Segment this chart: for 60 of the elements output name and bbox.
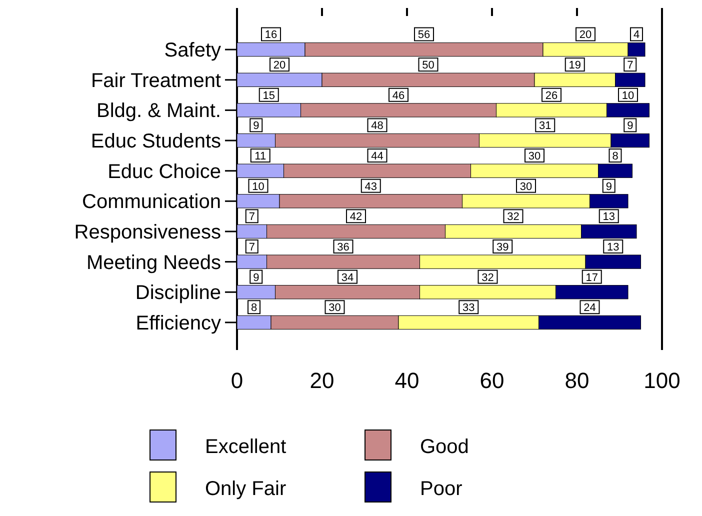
x-tick-label: 60 xyxy=(480,368,504,393)
data-label: 9 xyxy=(606,180,612,193)
data-label: 24 xyxy=(584,302,596,314)
data-label: 13 xyxy=(602,211,615,224)
data-label: 8 xyxy=(250,302,258,314)
legend-label: Excellent xyxy=(205,436,287,458)
data-label: 48 xyxy=(371,120,384,132)
x-tick-label: 80 xyxy=(564,368,590,393)
data-label: 50 xyxy=(422,60,434,72)
data-label: 32 xyxy=(507,211,520,224)
data-label: 9 xyxy=(253,272,260,284)
y-tick-label: Discipline xyxy=(135,282,221,304)
data-label: 10 xyxy=(622,90,634,102)
y-tick-label: Educ Students xyxy=(90,130,221,153)
data-label: 32 xyxy=(482,272,494,284)
data-label: 26 xyxy=(545,90,558,102)
data-label: 43 xyxy=(364,180,377,193)
y-tick-label: Bldg. & Maint. xyxy=(96,100,221,122)
data-label: 34 xyxy=(341,272,354,284)
data-label: 30 xyxy=(528,150,541,163)
data-label: 39 xyxy=(496,241,509,254)
data-label: 7 xyxy=(248,211,255,224)
data-label: 9 xyxy=(627,120,634,132)
x-tick-label: 20 xyxy=(310,368,334,393)
x-tick-label: 0 xyxy=(230,368,244,393)
legend-label: Only Fair xyxy=(205,478,286,500)
data-label: 19 xyxy=(568,60,581,72)
data-label: 20 xyxy=(579,29,592,42)
data-label: 44 xyxy=(371,150,384,163)
legend-label: Good xyxy=(420,436,469,458)
data-label: 7 xyxy=(248,241,255,254)
data-label: 4 xyxy=(633,29,640,42)
y-tick-label: Educ Choice xyxy=(108,160,221,183)
y-tick-label: Responsiveness xyxy=(74,221,221,244)
y-tick-label: Efficiency xyxy=(136,312,221,334)
data-label: 11 xyxy=(254,150,266,163)
data-label: 33 xyxy=(462,302,475,314)
y-tick-label: Safety xyxy=(164,40,221,62)
data-label: 9 xyxy=(253,120,260,132)
data-label: 36 xyxy=(337,241,350,254)
y-tick-label: Communication xyxy=(82,191,221,214)
data-label: 15 xyxy=(262,90,275,102)
data-label: 13 xyxy=(607,241,620,254)
legend-label: Poor xyxy=(420,478,463,500)
data-label: 20 xyxy=(273,60,286,72)
data-label: 42 xyxy=(350,211,362,224)
x-tick-label: 40 xyxy=(394,368,420,393)
data-label: 31 xyxy=(539,120,552,132)
data-label: 7 xyxy=(627,60,634,72)
data-label: 10 xyxy=(252,180,264,193)
data-label: 46 xyxy=(392,90,405,102)
data-label: 30 xyxy=(520,180,532,193)
data-label: 56 xyxy=(418,29,430,42)
data-label: 30 xyxy=(328,302,341,314)
data-label: 17 xyxy=(586,272,598,284)
data-label: 8 xyxy=(612,150,618,163)
data-label: 16 xyxy=(264,29,278,42)
x-tick-label: 100 xyxy=(644,368,680,393)
y-tick-label: Fair Treatment xyxy=(90,70,222,92)
y-tick-label: Meeting Needs xyxy=(86,252,221,274)
